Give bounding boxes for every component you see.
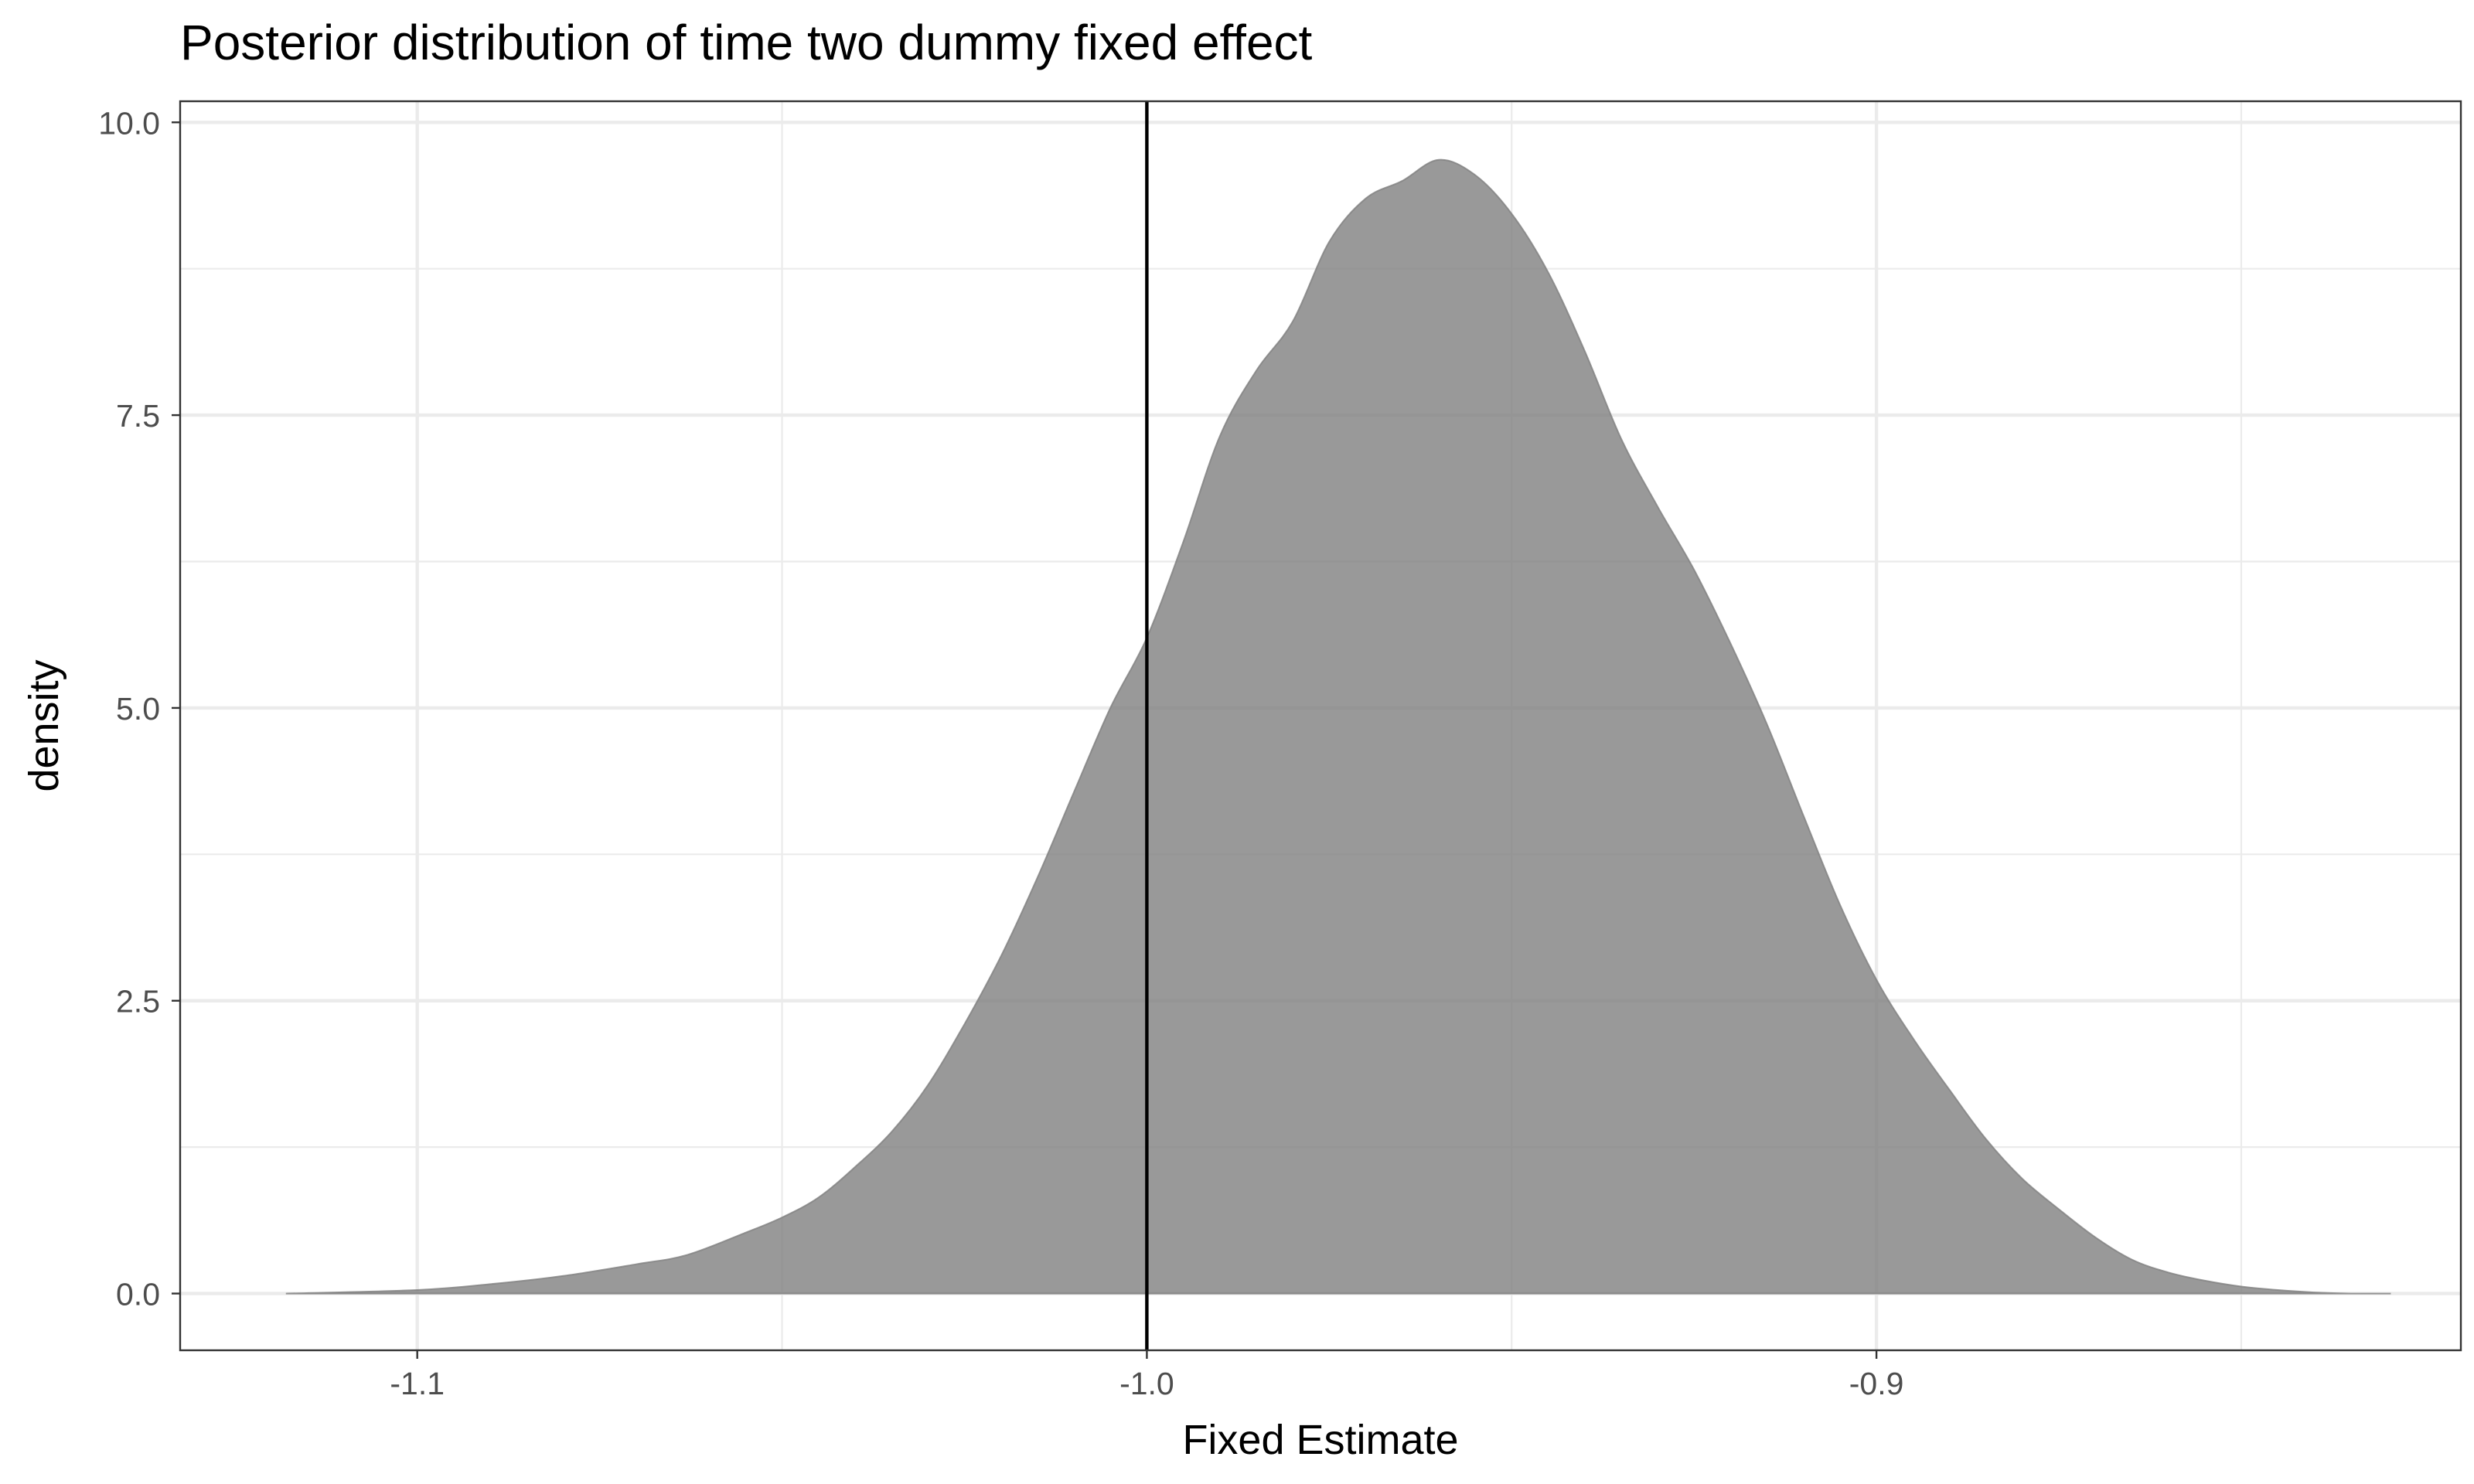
y-tick-label: 7.5 <box>116 398 160 434</box>
density-layer <box>285 158 2391 1295</box>
y-tick-label: 10.0 <box>98 105 160 141</box>
x-tick-label: -1.0 <box>1119 1366 1174 1401</box>
chart-title: Posterior distribution of time two dummy… <box>180 15 1313 70</box>
y-tick-label: 2.5 <box>116 984 160 1019</box>
panel-border <box>179 100 2462 1352</box>
y-tick-label: 5.0 <box>116 691 160 727</box>
density-area <box>285 158 2391 1295</box>
axis-ticks: -1.1 -1.0 -0.9 0.0 2.5 5.0 7.5 10.0 <box>98 105 1903 1401</box>
x-tick-label: -0.9 <box>1849 1366 1904 1401</box>
x-tick-label: -1.1 <box>390 1366 445 1401</box>
x-axis-title: Fixed Estimate <box>1182 1417 1458 1463</box>
y-tick-label: 0.0 <box>116 1277 160 1312</box>
y-axis-title: density <box>21 659 67 791</box>
